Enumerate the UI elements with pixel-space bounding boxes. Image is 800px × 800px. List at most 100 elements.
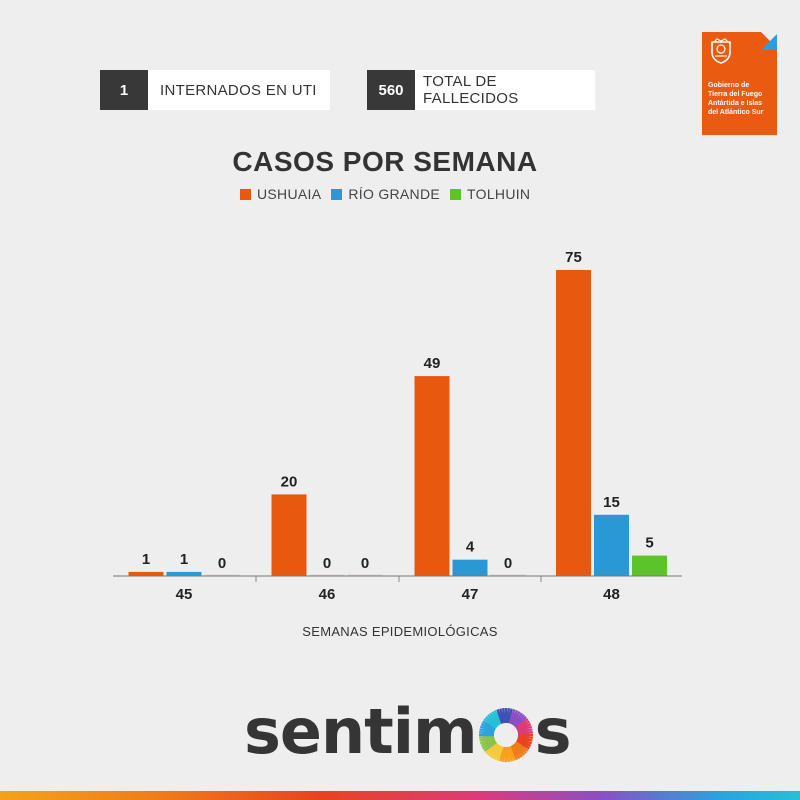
legend-label: TOLHUIN [467, 186, 531, 202]
brand-ring-ray [486, 743, 499, 756]
logo-org-text: Gobierno de Tierra del Fuego Antártida e… [708, 81, 776, 117]
x-tick-label: 48 [603, 586, 620, 603]
sentimos-brand: sentim s [244, 694, 572, 768]
logo-line: Gobierno de [708, 82, 750, 89]
chart-title: CASOS POR SEMANA [232, 146, 538, 177]
brand-ring-ray [509, 709, 518, 725]
brand-ring-ray [514, 718, 529, 729]
brand-ring-ray [478, 736, 495, 742]
brand-ring-ray [513, 716, 527, 728]
bar [594, 514, 629, 576]
brand-ring-ray [516, 738, 531, 748]
data-label: 4 [466, 539, 475, 556]
brand-ring-ray [480, 722, 496, 732]
brand-ring-ray [486, 714, 499, 727]
brand-ring-ray [479, 725, 495, 733]
brand-ring-ray [480, 738, 496, 748]
legend-item-rio-grande: RÍO GRANDE [331, 186, 440, 202]
brand-ring-ray [481, 720, 496, 731]
legend-swatch [450, 188, 462, 200]
brand-ring-ray [513, 742, 527, 754]
stat-label: TOTAL DE FALLECIDOS [415, 70, 595, 110]
brand-ring-ray [515, 739, 530, 750]
x-tick-label: 46 [319, 586, 336, 603]
bar [452, 559, 488, 576]
brand-ring-ray [491, 744, 501, 759]
brand-ring-ray [478, 728, 495, 734]
brand-ring-ray [517, 735, 533, 740]
bottom-color-bar [0, 791, 800, 800]
stat-value: 1 [100, 70, 148, 110]
brand-ring-ray [517, 730, 533, 735]
bar [204, 574, 240, 576]
brand-ring-ray [516, 737, 532, 745]
brand-ring-ray [511, 744, 523, 758]
data-label: 20 [281, 473, 298, 490]
bar [490, 574, 526, 576]
brand-ring-ray [491, 711, 501, 726]
brand-ring-ray [508, 746, 516, 762]
brand-ring-ray [517, 728, 533, 734]
brand-ring-ray [517, 736, 533, 742]
stat-internados-uti: 1 INTERNADOS EN UTI [100, 70, 330, 110]
logo-line: del Atlántico Sur [708, 109, 764, 116]
bar [271, 494, 307, 576]
data-label: 0 [218, 555, 226, 572]
brand-ring-ray [481, 739, 496, 750]
stat-total-fallecidos: 560 TOTAL DE FALLECIDOS [367, 70, 595, 110]
brand-ring-ray [483, 718, 497, 729]
legend-item-tolhuin: TOLHUIN [450, 186, 530, 202]
data-label: 0 [323, 555, 331, 572]
brand-ring-ray [478, 730, 494, 735]
brand-ring-ray [509, 745, 518, 761]
data-label: 5 [645, 535, 653, 552]
brand-ring-ray [506, 708, 513, 724]
legend-item-ushuaia: USHUAIA [240, 186, 321, 202]
data-label: 15 [603, 494, 620, 511]
x-tick-label: 47 [462, 586, 479, 603]
brand-ring-ray [508, 708, 516, 724]
brand-text-pre: sentim [244, 694, 478, 768]
brand-ring-ray [510, 744, 521, 759]
brand-ring-ray [483, 741, 497, 752]
data-label: 1 [180, 551, 188, 568]
brand-ring-ray [505, 708, 510, 724]
brand-text-post: s [534, 694, 572, 768]
brand-ring-ray [501, 746, 506, 762]
legend-label: USHUAIA [257, 186, 322, 202]
brand-ring-ray [484, 742, 498, 754]
brand-ring-ray [512, 743, 525, 756]
bar [632, 555, 667, 576]
chart-legend: USHUAIA RÍO GRANDE TOLHUIN [240, 186, 540, 202]
data-label: 75 [565, 249, 582, 266]
brand-ring-ray [511, 712, 523, 726]
bar [128, 571, 164, 576]
brand-ring-ray [493, 745, 502, 761]
brand-ring-ray [484, 716, 498, 728]
data-label: 1 [142, 551, 150, 568]
bar [347, 574, 383, 576]
bar [166, 571, 202, 576]
brand-ring-ray [514, 741, 529, 752]
legend-swatch [331, 188, 343, 200]
stat-label: INTERNADOS EN UTI [148, 70, 330, 110]
data-label: 0 [361, 555, 369, 572]
data-label: 0 [504, 555, 512, 572]
stat-value: 560 [367, 70, 415, 110]
brand-ring-ray [501, 708, 506, 724]
brand-ring-ray [496, 746, 504, 762]
brand-ring-ray [498, 708, 505, 724]
brand-ring-ray [505, 746, 510, 762]
x-axis-label: SEMANAS EPIDEMIOLÓGICAS [302, 624, 498, 639]
logo-line: Tierra del Fuego [708, 91, 763, 98]
logo-line: Antártida e Islas [708, 100, 763, 107]
brand-ring-ray [506, 746, 513, 762]
brand-ring-ray [498, 746, 505, 762]
brand-ring-ray [478, 735, 494, 740]
logo-corner [761, 34, 777, 50]
brand-ring-ray [516, 725, 532, 733]
brand-ring-ray [493, 709, 502, 725]
legend-swatch [240, 188, 251, 200]
brand-ring-ray [516, 722, 531, 732]
